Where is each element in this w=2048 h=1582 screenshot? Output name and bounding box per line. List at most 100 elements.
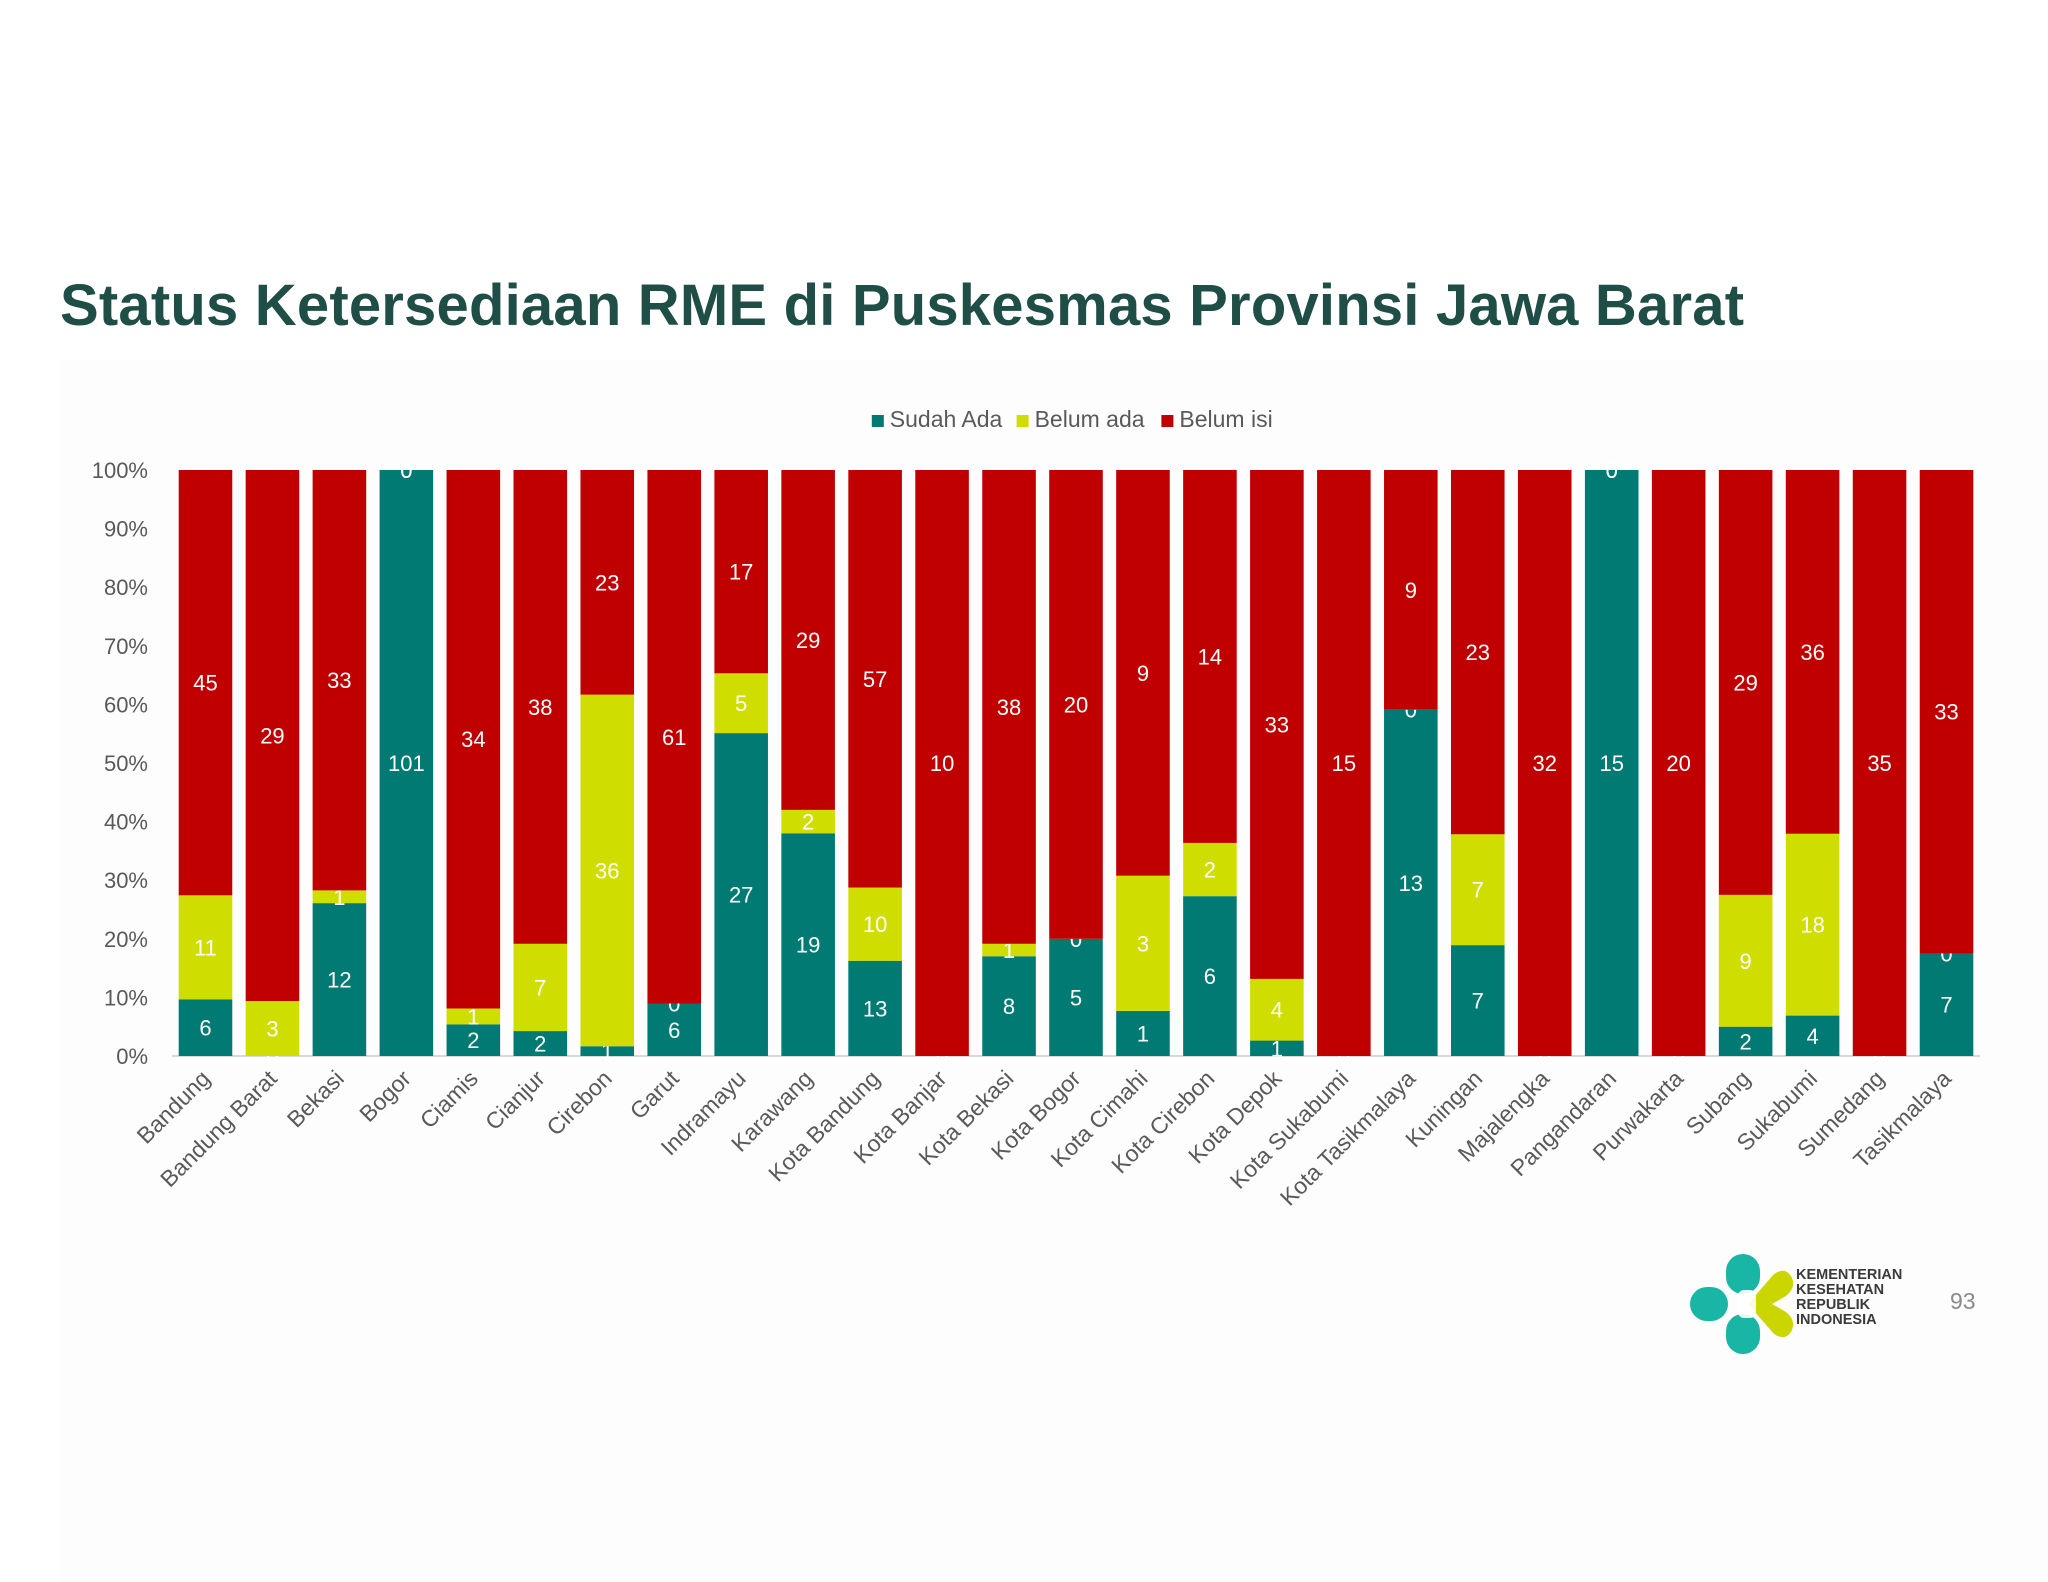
data-label: 3 [266,1017,278,1042]
x-tick-label: Bogor [354,1065,416,1127]
bar-segment [312,470,367,891]
x-tick-label: Bandung Barat [155,1065,282,1192]
bar-segment [1049,938,1103,1056]
bar-segment [781,809,835,834]
data-label: 10 [863,912,887,937]
data-label: 57 [863,667,887,692]
bar-segment [580,1046,635,1056]
data-label: 1 [1137,1021,1149,1046]
bar-segment [1718,894,1773,1027]
data-label: 19 [796,933,820,958]
data-label: 20 [1666,751,1690,776]
y-tick-label: 20% [104,927,148,952]
data-label: 11 [194,935,217,960]
bar-segment [245,1001,300,1056]
data-label: 0 [400,458,412,483]
y-tick-label: 80% [104,575,148,600]
logo-text-line: INDONESIA [1796,1312,1877,1328]
bar-segment [848,470,902,888]
data-label: 5 [1070,985,1082,1010]
bar-segment [781,470,835,810]
bar-segment [1919,953,1974,1056]
data-label: 0 [1606,458,1618,483]
y-tick-label: 30% [104,868,148,893]
x-tick-label: Bekasi [282,1065,349,1132]
data-label: 9 [1740,949,1752,974]
data-label: 7 [1472,989,1484,1014]
data-label: 20 [1064,692,1088,717]
bar-segment [178,999,233,1056]
data-label: 1 [1271,1036,1283,1061]
data-label: 27 [729,883,753,908]
page-title: Status Ketersediaan RME di Puskesmas Pro… [60,273,1745,338]
x-tick-label: Garut [625,1065,684,1124]
data-label: 29 [1733,670,1757,695]
bar-segment [915,470,969,1056]
legend-swatch [871,415,884,427]
data-label: 4 [1806,1024,1818,1049]
bar-segment [1250,470,1304,979]
bar-segment [982,470,1036,944]
bar-segment [1384,709,1438,1056]
data-label: 2 [467,1028,479,1053]
bar-segment [1183,896,1237,1056]
data-label: 6 [199,1016,211,1041]
y-tick-label: 60% [104,692,148,717]
bar-segment [1250,1040,1304,1056]
x-tick-label: Kota Sukabumi [1225,1065,1354,1194]
data-label: 17 [729,560,753,585]
bar-segment [513,943,568,1032]
bar-segment [1718,1026,1773,1056]
bar-segment [1183,842,1237,897]
bar-segment [848,887,902,961]
data-label: 2 [1204,858,1216,883]
bar-segment [1049,470,1103,939]
data-label: 23 [595,570,619,595]
bar-segment [1919,470,1974,954]
bar-segment [513,470,568,944]
bar-segment [1785,1015,1840,1056]
bar-segment [1450,834,1505,946]
data-label: 61 [662,725,686,750]
data-label: 1 [467,1004,479,1029]
data-label: 2 [534,1032,546,1057]
kemenkes-logo-icon [1688,1252,1918,1357]
bar-segment [446,1008,501,1025]
data-label: 9 [1405,578,1417,603]
y-tick-label: 50% [104,751,148,776]
data-label: 7 [1940,993,1952,1018]
data-label: 4 [1271,998,1283,1023]
bar-segment [714,470,768,674]
data-label: 6 [1204,964,1216,989]
data-label: 36 [1800,640,1824,665]
bar-segment [1384,470,1438,710]
data-label: 33 [327,668,351,693]
data-label: 13 [1399,871,1423,896]
logo-text-line: KEMENTERIAN [1796,1267,1903,1283]
data-label: 15 [1332,751,1356,776]
data-label: 1 [1003,938,1015,963]
data-label: 35 [1867,751,1891,776]
bar-segment [245,470,300,1002]
data-label: 0 [1606,458,1618,483]
y-tick-label: 0% [116,1044,148,1069]
bar-segment [1116,875,1170,1011]
data-label: 101 [388,751,425,776]
bar-segment [714,673,768,734]
bar-segment [848,960,902,1056]
data-label: 9 [1137,661,1149,686]
data-label: 8 [1003,994,1015,1019]
bar-segment [1584,470,1639,1056]
bar-segment [647,1003,702,1056]
data-label: 2 [1740,1029,1752,1054]
data-label: 45 [193,671,217,696]
data-label: 13 [863,996,887,1021]
logo-text: KEMENTERIAN KESEHATAN REPUBLIK INDONESIA [1796,1268,1902,1328]
data-label: 32 [1532,751,1556,776]
bar-segment [1651,470,1706,1056]
legend-label: Sudah Ada [890,406,1003,432]
bar-segment [1852,470,1907,1056]
y-tick-label: 70% [104,634,148,659]
data-label: 36 [595,858,619,883]
legend-swatch [1161,415,1174,427]
